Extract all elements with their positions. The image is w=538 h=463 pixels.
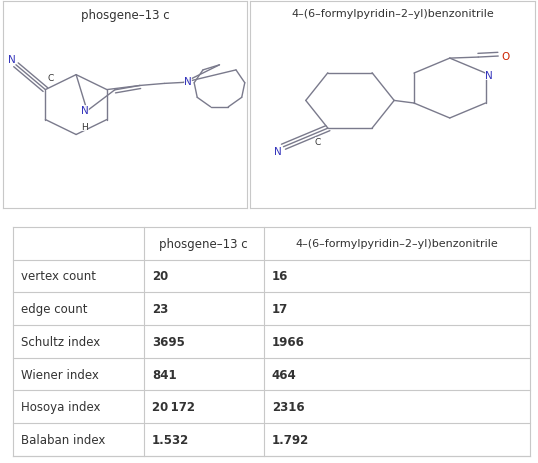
Text: N: N	[485, 71, 492, 81]
Text: 1966: 1966	[272, 335, 305, 348]
Text: C: C	[315, 138, 321, 147]
Text: vertex count: vertex count	[22, 270, 96, 283]
Text: 2316: 2316	[272, 400, 305, 413]
Text: Balaban index: Balaban index	[22, 433, 105, 446]
Text: 4–(6–formylpyridin–2–yl)benzonitrile: 4–(6–formylpyridin–2–yl)benzonitrile	[292, 8, 494, 19]
Text: phosgene–13 c: phosgene–13 c	[81, 8, 169, 21]
Text: N: N	[9, 55, 16, 64]
Text: 16: 16	[272, 270, 288, 283]
Text: 20 172: 20 172	[152, 400, 195, 413]
Text: Schultz index: Schultz index	[22, 335, 101, 348]
Text: 3695: 3695	[152, 335, 185, 348]
Text: 20: 20	[152, 270, 168, 283]
Text: N: N	[184, 77, 192, 87]
Text: 841: 841	[152, 368, 176, 381]
Text: Wiener index: Wiener index	[22, 368, 99, 381]
Text: edge count: edge count	[22, 302, 88, 315]
Text: 17: 17	[272, 302, 288, 315]
Text: 4–(6–formylpyridin–2–yl)benzonitrile: 4–(6–formylpyridin–2–yl)benzonitrile	[295, 238, 498, 249]
Text: C: C	[47, 74, 53, 82]
Text: H: H	[81, 123, 88, 131]
Text: O: O	[501, 52, 509, 62]
Text: 1.532: 1.532	[152, 433, 189, 446]
Text: 23: 23	[152, 302, 168, 315]
Text: Hosoya index: Hosoya index	[22, 400, 101, 413]
Text: 464: 464	[272, 368, 296, 381]
Text: 1.792: 1.792	[272, 433, 309, 446]
Text: phosgene–13 c: phosgene–13 c	[159, 237, 248, 250]
Text: N: N	[81, 106, 89, 115]
Text: N: N	[274, 147, 281, 156]
